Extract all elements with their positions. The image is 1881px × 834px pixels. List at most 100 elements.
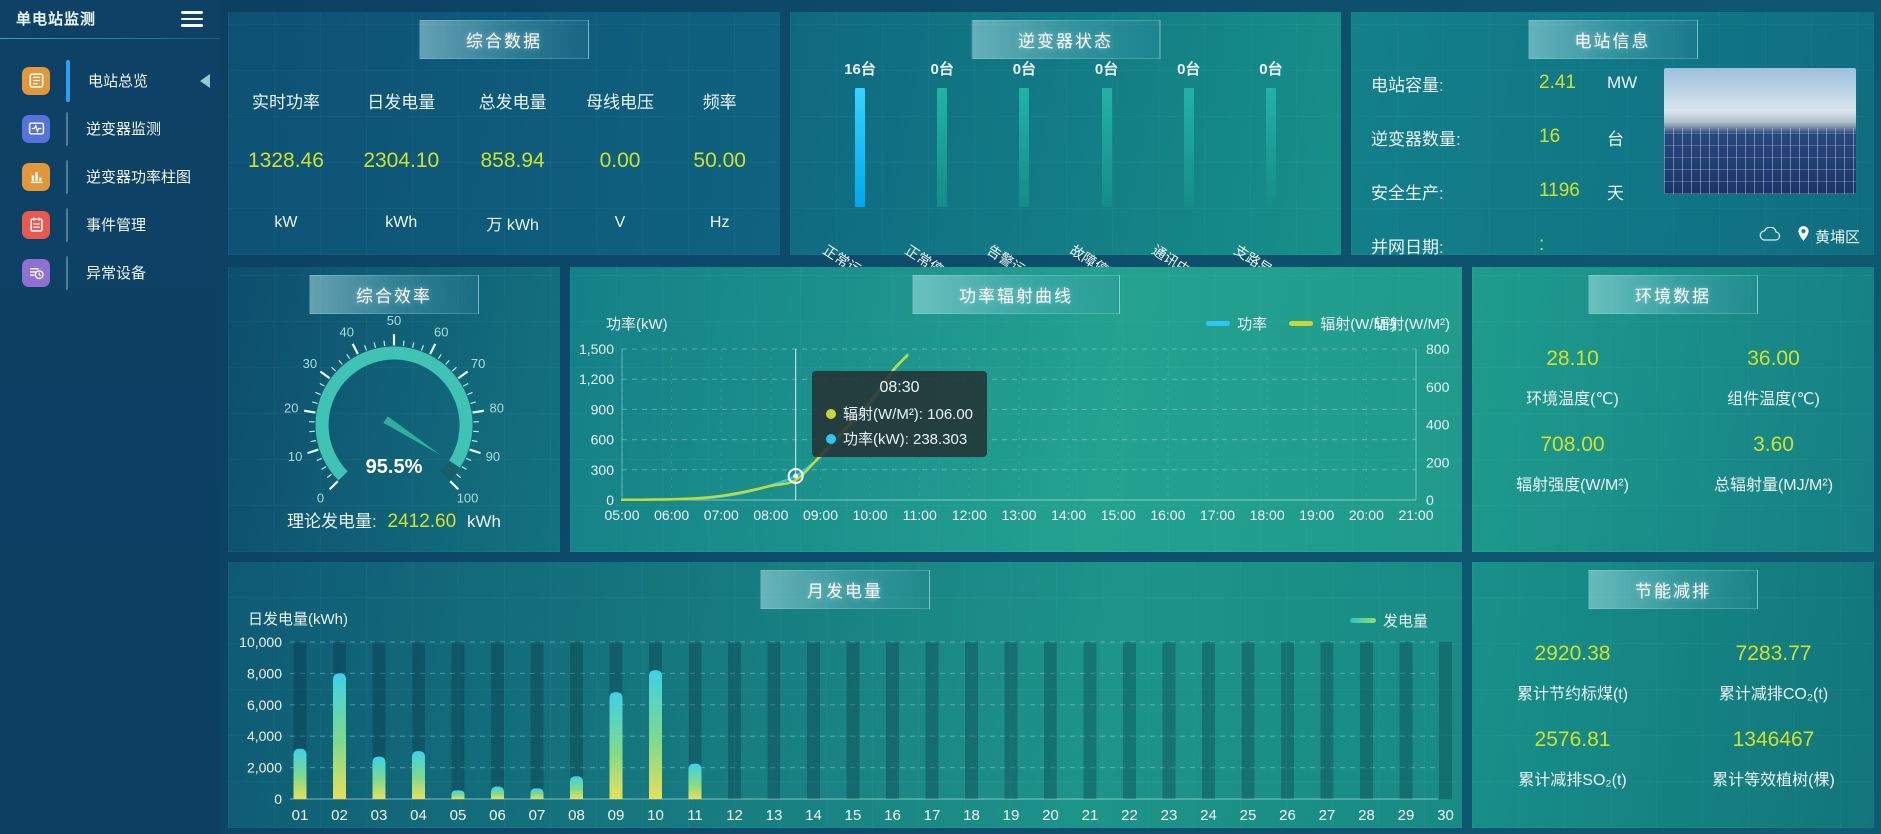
metric-unit: V [614, 214, 626, 231]
energy-saving-metrics: 2920.38 累计节约标煤(t) 7283.77 累计减排CO₂(t) 2576.81… [1472, 624, 1874, 796]
svg-text:10:00: 10:00 [853, 507, 888, 523]
legend-item[interactable]: 功率 [1206, 313, 1267, 334]
panel-efficiency: 综合效率 0 10 20 30 40 50 60 70 80 90 100 95.5% 理论发电量: … [228, 267, 560, 552]
sidebar-collapse-arrow[interactable] [200, 74, 210, 88]
svg-text:26: 26 [1279, 807, 1296, 824]
monthly-bar-chart[interactable]: 0 2,000 4,000 6,000 8,000 10,000 01 02 03 04 05 06 0… [228, 562, 1462, 828]
svg-text:20: 20 [1042, 807, 1059, 824]
sidebar-item-5[interactable]: 异常设备 [0, 249, 220, 297]
panel-power-curve: 功率辐射曲线 功率(kW) 辐射(W/M²) 功率 辐射(W/M²) 0 300 60… [570, 267, 1462, 552]
station-photo [1664, 68, 1856, 194]
svg-text:15:00: 15:00 [1101, 507, 1136, 523]
energy-saving-metric: 2920.38 累计节约标煤(t) [1472, 624, 1673, 710]
summary-metrics: 实时功率 1328.46 kW 日发电量 2304.10 kWh 总发电量 858.94 万 k… [228, 70, 780, 254]
svg-text:13:00: 13:00 [1001, 507, 1036, 523]
station-info-label: 安全生产: [1371, 183, 1444, 203]
sidebar-item-2[interactable]: 逆变器监测 [0, 105, 220, 153]
energy-saving-metric-label: 累计节约标煤(t) [1516, 686, 1629, 703]
summary-metric: 母线电压 0.00 V [586, 70, 654, 254]
svg-text:28: 28 [1358, 807, 1375, 824]
svg-text:40: 40 [340, 324, 354, 339]
svg-text:11: 11 [687, 807, 703, 824]
sidebar-item-indicator [66, 255, 68, 290]
power-curve-chart[interactable]: 0 300 600 900 1,200 1,500 0 200 400 600 800 05:00 06… [570, 267, 1462, 552]
monthly-legend[interactable]: 发电量 [1349, 610, 1428, 631]
svg-text:15: 15 [845, 807, 862, 824]
metric-value: 0.00 [599, 149, 641, 172]
svg-text:09: 09 [608, 807, 625, 824]
svg-text:22: 22 [1121, 807, 1138, 824]
svg-text:6,000: 6,000 [247, 697, 282, 713]
efficiency-gauge[interactable]: 0 10 20 30 40 50 60 70 80 90 100 95.5% [228, 307, 560, 519]
panel-monthly-generation: 月发电量 日发电量(kWh) 发电量 0 2,000 4,000 6,000 8,000… [228, 562, 1462, 828]
sidebar-item-4[interactable]: 事件管理 [0, 201, 220, 249]
summary-metric: 实时功率 1328.46 kW [248, 70, 324, 254]
tooltip-series-dot [826, 433, 836, 444]
energy-saving-metric-label: 累计减排SO₂(t) [1518, 772, 1627, 789]
theory-label: 理论发电量: [287, 512, 377, 531]
sidebar-divider [0, 37, 220, 39]
metric-label: 总发电量 [478, 92, 547, 112]
station-info-row: 电站容量: 2.41 MW [1371, 56, 1637, 110]
power-curve-panel-title: 功率辐射曲线 [912, 275, 1120, 314]
svg-text:95.5%: 95.5% [366, 456, 423, 478]
station-info-unit: MW [1607, 73, 1638, 92]
legend-item[interactable]: 辐射(W/M²) [1289, 313, 1396, 334]
environment-panel-title: 环境数据 [1588, 275, 1758, 314]
tooltip-time: 08:30 [879, 379, 920, 396]
energy-saving-metric-value: 7283.77 [1735, 642, 1812, 665]
inverter-count: 0台 [1259, 61, 1283, 78]
tooltip-row: 辐射(W/M²): 106.00 [826, 403, 973, 424]
svg-text:30: 30 [1437, 807, 1454, 824]
inverter-status-item[interactable]: 0台 告警运行 [984, 58, 1064, 286]
inverter-status-item[interactable]: 0台 支路异常 [1231, 58, 1311, 286]
sidebar-header: 单电站监测 [0, 0, 220, 38]
svg-text:03: 03 [371, 807, 388, 824]
inverter-count: 16台 [844, 61, 876, 78]
metric-label: 频率 [702, 92, 737, 112]
energy-saving-metric-value: 1346467 [1732, 728, 1815, 751]
svg-text:08:00: 08:00 [753, 507, 788, 523]
tooltip-text: 辐射(W/M²): 106.00 [843, 406, 974, 423]
inverter-status-item[interactable]: 0台 正常停机 [902, 58, 982, 286]
location-pin-icon[interactable] [1797, 225, 1810, 247]
event-manage-icon [22, 210, 50, 239]
generation-legend-swatch [1349, 618, 1376, 623]
sidebar-item-1[interactable]: 电站总览 [0, 57, 220, 105]
inverter-monitor-icon [22, 114, 50, 143]
inverter-status-item[interactable]: 0台 故障停机 [1067, 58, 1147, 286]
svg-text:21:00: 21:00 [1398, 507, 1433, 523]
svg-text:19: 19 [1003, 807, 1020, 824]
station-info-value: 2.41 [1539, 72, 1576, 93]
svg-text:17: 17 [924, 807, 941, 824]
svg-text:200: 200 [1426, 454, 1450, 470]
inverter-status-item[interactable]: 0台 通讯中断 [1149, 58, 1229, 286]
station-info-row: 并网日期:: [1371, 218, 1637, 272]
station-info-unit: 台 [1607, 129, 1624, 149]
station-info-unit: 天 [1607, 183, 1624, 203]
metric-value: 858.94 [480, 149, 545, 172]
tooltip-series-dot [826, 408, 836, 419]
inverter-status-item[interactable]: 16台 正常运行 [820, 58, 900, 286]
environment-metric-value: 28.10 [1546, 347, 1599, 370]
power-curve-legend[interactable]: 功率 辐射(W/M²) [1206, 313, 1396, 334]
hamburger-menu-icon[interactable] [178, 8, 206, 30]
inverter-status-bars[interactable]: 16台 正常运行 0台 正常停机 0台 告警运行 0台 故障停机 0台 通讯中断 0台 支路异常 [790, 58, 1341, 286]
legend-swatch [1289, 321, 1314, 326]
metric-value: 50.00 [693, 149, 746, 172]
app-title: 单电站监测 [16, 11, 97, 29]
abnormal-device-icon [22, 258, 50, 287]
weather-cloud-icon[interactable] [1759, 225, 1781, 246]
sidebar-item-indicator [66, 159, 68, 194]
panel-inverter-status: 逆变器状态 16台 正常运行 0台 正常停机 0台 告警运行 0台 故障停机 0台 通讯中断 0台支… [790, 12, 1341, 286]
sidebar-menu: 电站总览 逆变器监测 逆变器功率柱图 事件管理 异常设备 [0, 57, 220, 297]
svg-text:06:00: 06:00 [654, 507, 689, 523]
tooltip-text: 功率(kW): 238.303 [843, 431, 968, 448]
svg-text:23: 23 [1161, 807, 1178, 824]
sidebar-item-3[interactable]: 逆变器功率柱图 [0, 153, 220, 201]
theory-generation-row: 理论发电量: 2412.60 kWh [228, 507, 560, 533]
summary-panel-title: 综合数据 [419, 20, 589, 59]
energy-saving-metric: 1346467 累计等效植树(棵) [1673, 710, 1874, 796]
svg-text:27: 27 [1319, 807, 1336, 824]
chart-tooltip: 08:30 辐射(W/M²): 106.00 功率(kW): 238.303 [812, 371, 988, 457]
